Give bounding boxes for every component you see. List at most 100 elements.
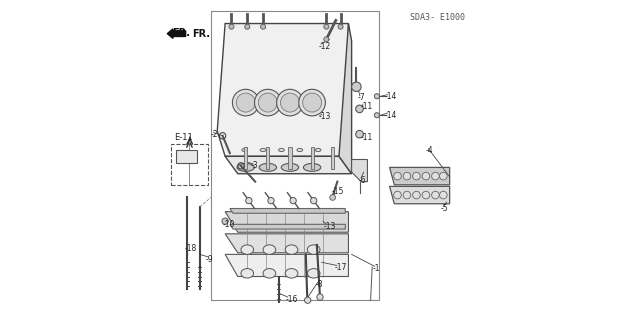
Circle shape <box>374 113 380 118</box>
Bar <box>289 147 292 169</box>
Ellipse shape <box>303 163 321 171</box>
Text: -4: -4 <box>426 146 433 155</box>
Text: -2: -2 <box>211 130 218 139</box>
Ellipse shape <box>242 148 248 152</box>
Text: -5: -5 <box>441 204 449 213</box>
Bar <box>331 147 334 169</box>
Polygon shape <box>225 254 348 277</box>
Circle shape <box>431 172 439 180</box>
Text: E-11: E-11 <box>175 133 193 142</box>
Text: -10: -10 <box>223 220 236 229</box>
Text: -16: -16 <box>285 295 298 304</box>
Polygon shape <box>339 24 351 174</box>
Circle shape <box>356 130 364 138</box>
Circle shape <box>403 191 411 199</box>
Text: -12: -12 <box>319 42 331 51</box>
Circle shape <box>324 37 329 42</box>
Circle shape <box>330 195 335 200</box>
Circle shape <box>244 24 250 29</box>
Circle shape <box>232 89 259 116</box>
Bar <box>266 147 269 169</box>
Ellipse shape <box>278 148 284 152</box>
Ellipse shape <box>241 245 253 254</box>
Polygon shape <box>390 186 450 204</box>
Circle shape <box>280 93 300 112</box>
Circle shape <box>351 82 361 92</box>
Polygon shape <box>176 150 196 163</box>
Ellipse shape <box>307 269 320 278</box>
Text: -11: -11 <box>360 102 372 111</box>
Text: FR.: FR. <box>172 28 190 38</box>
Circle shape <box>374 94 380 99</box>
Polygon shape <box>230 224 346 229</box>
Polygon shape <box>230 209 346 213</box>
Circle shape <box>260 24 266 29</box>
Circle shape <box>229 24 234 29</box>
Text: FR.: FR. <box>192 29 210 39</box>
Circle shape <box>440 191 447 199</box>
Circle shape <box>290 197 296 204</box>
Ellipse shape <box>260 148 266 152</box>
Ellipse shape <box>297 148 303 152</box>
Circle shape <box>403 172 411 180</box>
Ellipse shape <box>285 269 298 278</box>
Text: -8: -8 <box>316 280 323 289</box>
Circle shape <box>338 24 343 29</box>
Text: -13: -13 <box>319 112 332 121</box>
Polygon shape <box>225 234 348 253</box>
Circle shape <box>422 191 429 199</box>
Text: -14: -14 <box>385 93 397 101</box>
Ellipse shape <box>263 269 276 278</box>
Circle shape <box>222 218 228 224</box>
Text: -13: -13 <box>324 222 336 231</box>
Ellipse shape <box>281 163 299 171</box>
Circle shape <box>305 297 311 303</box>
Circle shape <box>422 172 429 180</box>
Circle shape <box>276 89 303 116</box>
Circle shape <box>299 89 325 116</box>
Text: -17: -17 <box>334 263 347 272</box>
Circle shape <box>310 197 317 204</box>
Circle shape <box>268 197 274 204</box>
Ellipse shape <box>241 269 253 278</box>
Ellipse shape <box>285 245 298 254</box>
Text: -18: -18 <box>185 244 197 253</box>
Circle shape <box>255 89 281 116</box>
Ellipse shape <box>307 245 320 254</box>
Circle shape <box>356 105 364 113</box>
Circle shape <box>431 191 439 199</box>
Circle shape <box>440 172 447 180</box>
Circle shape <box>413 172 420 180</box>
Circle shape <box>259 93 277 112</box>
Ellipse shape <box>263 245 276 254</box>
Polygon shape <box>390 167 450 185</box>
Circle shape <box>317 294 323 300</box>
Text: -6: -6 <box>358 175 366 185</box>
Bar <box>172 144 208 185</box>
Polygon shape <box>351 160 367 182</box>
Text: -11: -11 <box>360 133 372 143</box>
Bar <box>310 147 314 169</box>
Polygon shape <box>217 24 348 156</box>
FancyArrow shape <box>167 29 186 38</box>
Circle shape <box>324 24 329 29</box>
Text: -15: -15 <box>332 187 344 196</box>
Circle shape <box>394 191 401 199</box>
Bar <box>244 147 247 169</box>
Text: -7: -7 <box>357 93 365 102</box>
Circle shape <box>394 172 401 180</box>
Polygon shape <box>225 212 348 232</box>
Polygon shape <box>225 156 351 174</box>
Circle shape <box>413 191 420 199</box>
Ellipse shape <box>316 148 321 152</box>
Text: SDA3- E1000: SDA3- E1000 <box>410 13 465 22</box>
Text: -1: -1 <box>372 264 380 273</box>
Circle shape <box>303 93 321 112</box>
Text: -9: -9 <box>205 255 213 263</box>
Text: -3: -3 <box>250 161 258 170</box>
Ellipse shape <box>237 163 254 171</box>
Text: -14: -14 <box>385 111 397 120</box>
Circle shape <box>246 197 252 204</box>
Bar <box>211 11 378 300</box>
Circle shape <box>236 93 255 112</box>
